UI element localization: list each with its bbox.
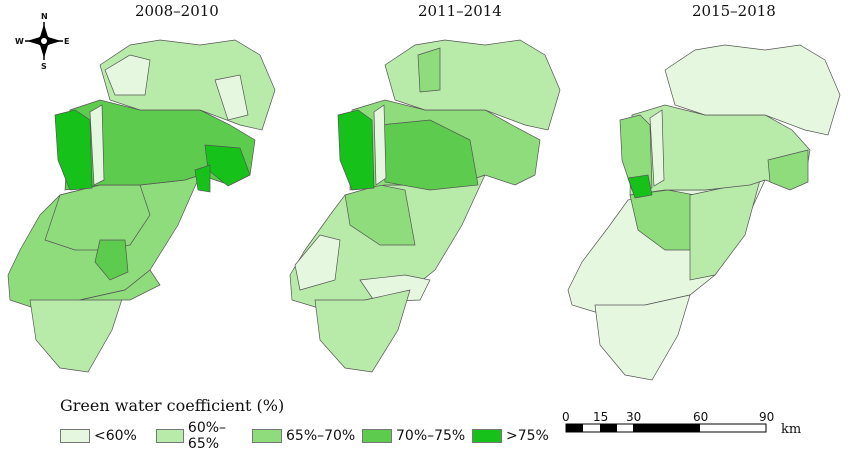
region [314, 289, 411, 373]
scale-tick-0: 0 [562, 410, 570, 424]
region [337, 109, 375, 191]
legend-item: 65%–70% [252, 420, 362, 452]
region [54, 109, 93, 191]
compass-n: N [41, 12, 48, 21]
panel-title-2011-2014: 2011–2014 [418, 2, 502, 20]
compass-s: S [41, 62, 47, 71]
legend-swatch [252, 429, 282, 443]
region [649, 109, 665, 187]
region [89, 104, 105, 186]
legend-label: >75% [506, 428, 549, 444]
scale-unit: km [781, 422, 802, 437]
legend-label: 60%–65% [187, 420, 227, 452]
legend-item: <60% [60, 420, 156, 452]
scale-tick-30: 30 [626, 410, 642, 424]
scale-tick-60: 60 [693, 410, 709, 424]
legend-swatch [472, 429, 502, 443]
region [417, 47, 441, 93]
compass-icon [25, 22, 63, 60]
map-figure [7, 22, 841, 433]
region [379, 119, 479, 191]
scale-bar [565, 423, 767, 433]
region [619, 114, 653, 191]
scale-tick-90: 90 [759, 410, 775, 424]
legend-label: 65%–70% [286, 428, 356, 444]
region [214, 74, 249, 121]
legend-label: 70%–75% [396, 428, 466, 444]
region [627, 174, 653, 199]
legend-item: 70%–75% [362, 420, 472, 452]
legend-swatch [156, 429, 184, 443]
region [689, 179, 761, 281]
region [373, 104, 387, 186]
legend-title: Green water coefficient (%) [60, 396, 285, 415]
region [94, 239, 129, 281]
legend-swatch [362, 429, 392, 443]
region [104, 54, 151, 96]
compass-e: E [64, 37, 70, 46]
legend-label: <60% [94, 428, 137, 444]
map-2015-2018 [567, 44, 841, 381]
panel-title-2015-2018: 2015–2018 [692, 2, 776, 20]
region [294, 234, 341, 291]
legend: <60% 60%–65% 65%–70% 70%–75% >75% [60, 420, 568, 452]
region [79, 269, 161, 301]
legend-item: >75% [472, 420, 568, 452]
region [664, 44, 841, 136]
scale-tick-15: 15 [593, 410, 609, 424]
region [594, 294, 691, 381]
panel-title-2008-2010: 2008–2010 [135, 2, 219, 20]
region [29, 289, 126, 373]
map-2008-2010 [7, 39, 276, 373]
legend-swatch [60, 429, 90, 443]
map-2011-2014 [289, 39, 561, 373]
legend-item: 60%–65% [156, 420, 252, 452]
region [194, 164, 211, 193]
region [767, 149, 809, 191]
compass-w: W [15, 37, 24, 46]
